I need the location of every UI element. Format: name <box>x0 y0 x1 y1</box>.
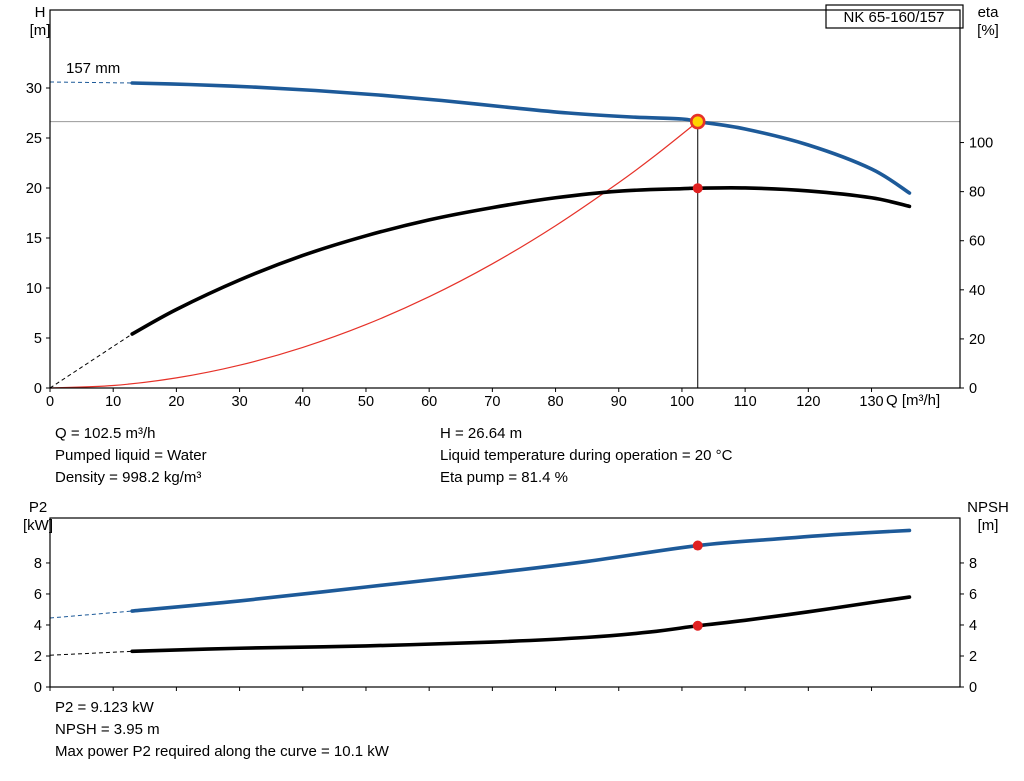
x-tick-label: 130 <box>859 394 883 410</box>
plot-frame <box>49 9 961 389</box>
info-max-power: Max power P2 required along the curve = … <box>55 743 389 760</box>
x-tick-label: 30 <box>232 394 248 410</box>
x-tick-label: 0 <box>46 394 54 410</box>
y-left-tick-label: 20 <box>26 181 42 197</box>
pump-model-box <box>825 4 964 29</box>
hq-efficiency-chart: H [m] eta [%] NK 65-160/157 157 mm Q [m³… <box>26 4 1000 410</box>
x-tick-label: 40 <box>295 394 311 410</box>
y-left-tick-label: 6 <box>34 587 42 603</box>
eta-axis-name: eta <box>978 4 1000 21</box>
y-left-tick-label: 25 <box>26 131 42 147</box>
efficiency-dot <box>692 183 703 194</box>
y-right-tick-label: 100 <box>969 136 993 152</box>
power-info: P2 = 9.123 kW NPSH = 3.95 m Max power P2… <box>55 697 389 763</box>
x-tick-label: 10 <box>105 394 121 410</box>
plot-frame <box>49 517 961 688</box>
y-right-tick-label: 8 <box>969 556 977 572</box>
info-flow: Q = 102.5 m³/h <box>55 425 156 442</box>
x-tick-label: 20 <box>168 394 184 410</box>
head-curve-lead <box>49 81 133 84</box>
x-tick-label: 60 <box>421 394 437 410</box>
duty-point[interactable] <box>689 113 706 130</box>
y-right-tick-label: 20 <box>969 332 985 348</box>
info-liquid-temperature: Liquid temperature during operation = 20… <box>440 447 733 464</box>
info-npsh: NPSH = 3.95 m <box>55 721 160 738</box>
impeller-diameter-label: 157 mm <box>66 60 120 77</box>
head-axis-name: H <box>35 4 46 21</box>
eta-axis-unit: [%] <box>977 22 999 39</box>
npsh-axis-name: NPSH <box>967 499 1009 516</box>
info-pumped-liquid: Pumped liquid = Water <box>55 447 207 464</box>
x-tick-label: 70 <box>484 394 500 410</box>
y-right-tick-label: 80 <box>969 185 985 201</box>
y-right-tick-label: 40 <box>969 283 985 299</box>
x-tick-label: 90 <box>611 394 627 410</box>
p2-dot <box>692 540 703 551</box>
npsh-dot <box>692 620 703 631</box>
p2-npsh-chart: P2 [kW] NPSH [m] 0 2 4 6 8 0 2 4 6 8 <box>23 499 1009 695</box>
p2-npsh-plot-area: 0 2 4 6 8 0 2 4 6 8 <box>34 517 977 695</box>
hq-plot-area: 0 10 20 30 40 50 60 70 80 90 100 110 120 130 0 5 10 15 20 2… <box>26 9 993 410</box>
info-p2: P2 = 9.123 kW <box>55 699 154 716</box>
efficiency-curve-lead <box>49 333 133 389</box>
p2-curve <box>130 528 912 613</box>
info-density: Density = 998.2 kg/m³ <box>55 469 202 486</box>
y-left-tick-label: 15 <box>26 231 42 247</box>
y-right-tick-label: 0 <box>969 680 977 695</box>
efficiency-curve <box>130 185 912 336</box>
p2-curve-lead <box>49 610 133 619</box>
y-right-tick-label: 0 <box>969 381 977 397</box>
y-left-tick-label: 0 <box>34 680 42 695</box>
p2-axis-name: P2 <box>29 499 47 516</box>
y-right-tick-label: 60 <box>969 234 985 250</box>
y-right-tick-label: 4 <box>969 618 977 634</box>
y-left-tick-label: 0 <box>34 381 42 397</box>
y-right-tick-label: 2 <box>969 649 977 665</box>
info-eta-pump: Eta pump = 81.4 % <box>440 469 568 486</box>
pump-model-label: NK 65-160/157 <box>844 9 945 26</box>
y-right-tick-label: 6 <box>969 587 977 603</box>
p2-axis-unit: [kW] <box>23 517 53 534</box>
y-left-tick-label: 4 <box>34 618 42 634</box>
x-tick-label: 120 <box>796 394 820 410</box>
head-axis-unit: [m] <box>30 22 51 39</box>
y-left-tick-label: 8 <box>34 556 42 572</box>
x-tick-label: 80 <box>547 394 563 410</box>
head-curve <box>130 81 912 195</box>
y-left-tick-label: 30 <box>26 81 42 97</box>
flow-axis-label: Q [m³/h] <box>886 392 940 409</box>
duty-info-left: Q = 102.5 m³/h Pumped liquid = Water Den… <box>55 423 207 489</box>
y-left-tick-label: 5 <box>34 331 42 347</box>
x-tick-label: 50 <box>358 394 374 410</box>
npsh-curve-lead <box>49 650 133 656</box>
x-tick-label: 110 <box>734 394 757 410</box>
x-tick-label: 100 <box>670 394 694 410</box>
info-head: H = 26.64 m <box>440 425 523 442</box>
y-left-tick-label: 2 <box>34 649 42 665</box>
system-curve <box>49 121 699 389</box>
npsh-axis-unit: [m] <box>978 517 999 534</box>
npsh-curve <box>130 595 912 654</box>
duty-info-right: H = 26.64 m Liquid temperature during op… <box>440 423 732 489</box>
y-left-tick-label: 10 <box>26 281 42 297</box>
